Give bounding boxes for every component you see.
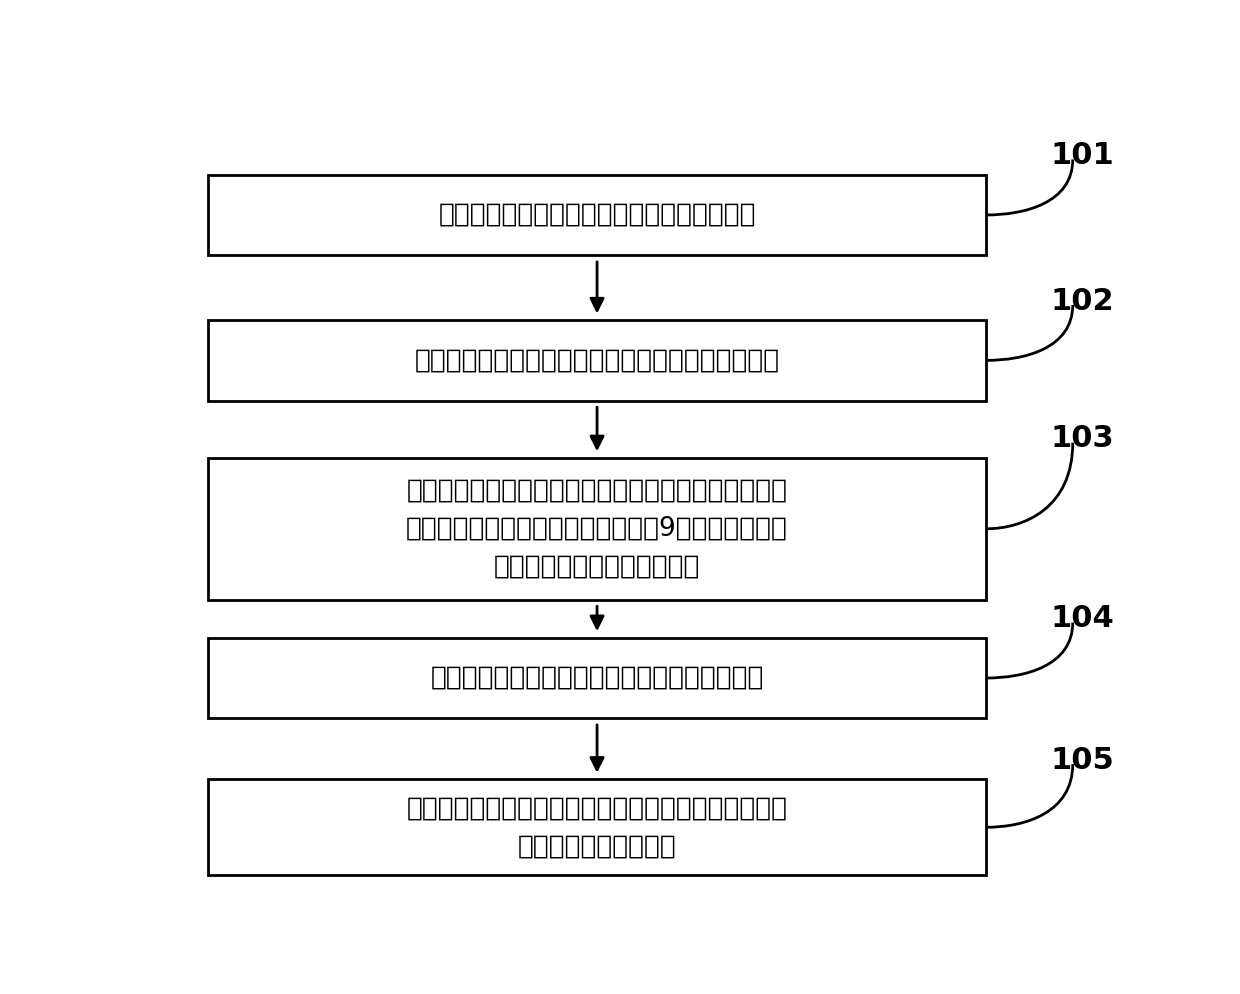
Text: 105: 105 bbox=[1050, 746, 1115, 774]
Bar bbox=[208, 779, 986, 875]
Bar bbox=[208, 320, 986, 401]
Text: 对全部的第一平均值进行排序，获取第一中间值: 对全部的第一平均值进行排序，获取第一中间值 bbox=[430, 665, 764, 691]
Text: 将第一中间值代替奇异像素点的灰度值，对奇异像素点
进行一次散斑噪声吞噬: 将第一中间值代替奇异像素点的灰度值，对奇异像素点 进行一次散斑噪声吞噬 bbox=[407, 795, 787, 859]
Bar bbox=[208, 458, 986, 599]
Text: 102: 102 bbox=[1050, 286, 1115, 315]
Text: 104: 104 bbox=[1050, 604, 1115, 633]
Bar bbox=[208, 638, 986, 719]
Text: 根据所述奇异像素点，确定并标记奇异像素点的区域: 根据所述奇异像素点，确定并标记奇异像素点的区域 bbox=[414, 347, 780, 374]
Text: 103: 103 bbox=[1050, 424, 1115, 453]
Text: 获取并标记多孔硅微阵列图像中的奇异像素点: 获取并标记多孔硅微阵列图像中的奇异像素点 bbox=[438, 202, 756, 228]
Text: 按照标记奇异像素点的区域，将多孔硅微阵列图像中奇
异像素点区域以外的区域平均划分为9个区域，计算每
个区域中灰度值的第一平均值: 按照标记奇异像素点的区域，将多孔硅微阵列图像中奇 异像素点区域以外的区域平均划分… bbox=[407, 478, 787, 580]
Text: 101: 101 bbox=[1050, 141, 1115, 170]
Bar bbox=[208, 175, 986, 255]
